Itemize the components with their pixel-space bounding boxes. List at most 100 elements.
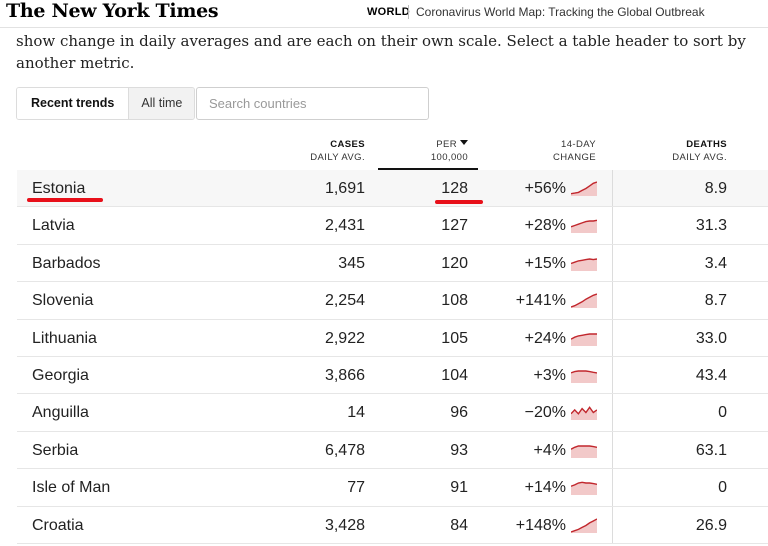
header-cases-line1: CASES [330,139,365,150]
active-sort-indicator [378,168,478,170]
sparkline-icon [571,481,597,496]
deaths-daily-avg: 43.4 [695,366,727,384]
table-row[interactable]: Georgia 3,866 104 +3% 43.4 [17,356,768,395]
table-row[interactable]: Serbia 6,478 93 +4% 63.1 [17,431,768,470]
sparkline-icon [571,258,597,271]
table-row[interactable]: Estonia 1,691 128 +56% 8.9 [17,170,768,208]
cases-daily-avg: 2,254 [324,292,365,310]
country-table: Estonia 1,691 128 +56% 8.9 Latvia 2,431 … [17,170,768,544]
sparkline-icon [571,220,597,234]
sparkline-line [571,332,597,340]
sparkline-icon [571,293,597,309]
search-countries-input[interactable] [196,87,429,120]
header-divider [408,5,409,19]
header-deaths-line2: DAILY AVG. [672,152,727,163]
deaths-daily-avg: 8.7 [704,292,727,310]
sparkline-icon [571,181,597,196]
per-100k-value: 120 [441,254,468,272]
country-name[interactable]: Georgia [32,366,89,384]
sparkline-icon [571,332,597,346]
deaths-daily-avg: 3.4 [704,254,727,272]
header-cases-line2: DAILY AVG. [310,152,365,163]
deaths-daily-avg: 8.9 [704,180,727,197]
sparkline-line [571,181,597,195]
sparkline-icon [571,445,597,458]
per-100k-value: 84 [450,516,468,534]
column-divider [612,319,613,356]
column-divider [612,170,613,207]
sort-descending-icon [460,140,468,145]
country-name[interactable]: Anguilla [32,404,89,422]
table-row[interactable]: Isle of Man 77 91 +14% 0 [17,469,768,507]
change-value: +28% [524,217,566,235]
cases-daily-avg: 77 [347,479,365,497]
sparkline-area [571,220,597,234]
deaths-daily-avg: 33.0 [695,329,727,347]
column-divider [612,282,613,319]
table-row[interactable]: Croatia 3,428 84 +148% 26.9 [17,506,768,544]
table-row[interactable]: Latvia 2,431 127 +28% 31.3 [17,207,768,245]
change-value: +141% [515,292,566,310]
per-100k-value: 96 [450,404,468,422]
sparkline-line [571,445,597,450]
sparkline-icon [571,406,597,421]
cases-daily-avg: 14 [347,404,365,422]
per-100k-value: 93 [450,441,468,459]
country-name[interactable]: Barbados [32,254,101,272]
sparkline-line [571,370,597,374]
country-name[interactable]: Isle of Man [32,479,111,497]
country-name[interactable]: Lithuania [32,329,97,347]
column-divider [612,506,613,543]
header-deaths[interactable]: DEATHS DAILY AVG. [672,138,727,164]
header-change-line1: 14-DAY [561,139,596,150]
country-name[interactable]: Serbia [32,441,79,459]
table-row[interactable]: Slovenia 2,254 108 +141% 8.7 [17,282,768,320]
top-bar: The New York Times WORLD Coronavirus Wor… [0,0,768,28]
table-row[interactable]: Lithuania 2,922 105 +24% 33.0 [17,319,768,357]
change-value: +4% [533,441,566,459]
per-100k-value: 104 [441,366,468,384]
sparkline-area [571,333,597,346]
all-time-button[interactable]: All time [129,88,195,119]
per-100k-value: 108 [441,292,468,310]
header-change-line2: CHANGE [552,152,596,163]
table-row[interactable]: Anguilla 14 96 −20% 0 [17,394,768,432]
sparkline-line [571,293,597,308]
per-100k-value: 128 [441,180,468,197]
header-per-100k[interactable]: PER 100,000 [431,138,468,164]
header-deaths-line1: DEATHS [686,139,727,150]
per-100k-value: 105 [441,329,468,347]
country-name[interactable]: Croatia [32,516,84,534]
cases-daily-avg: 3,866 [324,366,365,384]
highlight-underline-country [27,198,103,202]
sparkline-line [571,258,597,264]
view-toggle: Recent trends All time [16,87,196,120]
country-name[interactable]: Estonia [32,180,86,197]
change-value: −20% [524,404,566,422]
country-name[interactable]: Latvia [32,217,75,235]
country-name[interactable]: Slovenia [32,292,94,310]
change-value: +56% [524,180,566,197]
cases-daily-avg: 345 [338,254,365,272]
deaths-daily-avg: 26.9 [695,516,727,534]
intro-text: show change in daily averages and are ea… [16,32,746,72]
nyt-logo[interactable]: The New York Times [6,0,219,22]
header-14-day-change[interactable]: 14-DAY CHANGE [553,138,596,164]
cases-daily-avg: 3,428 [324,516,365,534]
sparkline-area [571,407,597,421]
table-row[interactable]: Barbados 345 120 +15% 3.4 [17,244,768,283]
header-cases[interactable]: CASES DAILY AVG. [310,138,365,164]
cases-daily-avg: 1,691 [324,180,365,197]
sparkline-area [571,445,597,458]
sparkline-icon [571,517,597,533]
section-link[interactable]: WORLD [367,6,411,18]
deaths-daily-avg: 31.3 [695,217,727,235]
column-divider [612,431,613,469]
sparkline-line [571,517,597,533]
sparkline-line [571,406,597,416]
per-100k-value: 127 [441,217,468,235]
article-headline: Coronavirus World Map: Tracking the Glob… [416,5,705,19]
change-value: +14% [524,479,566,497]
change-value: +24% [524,329,566,347]
recent-trends-button[interactable]: Recent trends [17,88,130,119]
